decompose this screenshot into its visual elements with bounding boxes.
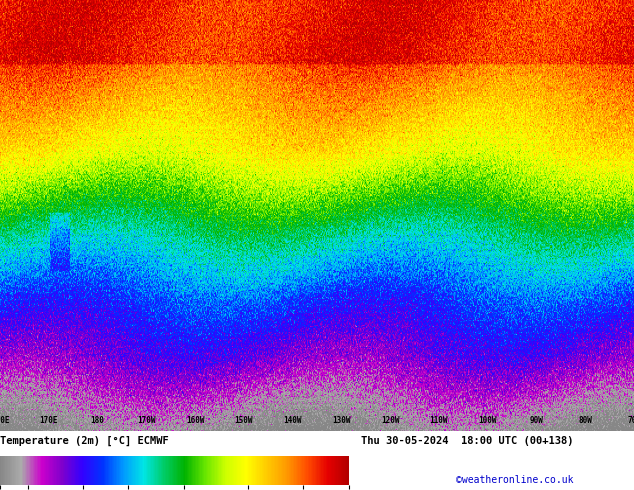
Text: 170W: 170W <box>137 416 155 425</box>
Text: 80W: 80W <box>578 416 592 425</box>
Text: Thu 30-05-2024  18:00 UTC (00+138): Thu 30-05-2024 18:00 UTC (00+138) <box>361 436 574 446</box>
Text: ©weatheronline.co.uk: ©weatheronline.co.uk <box>456 475 574 485</box>
Text: 90W: 90W <box>529 416 543 425</box>
Text: 70W: 70W <box>627 416 634 425</box>
Text: 140W: 140W <box>283 416 302 425</box>
Text: 160W: 160W <box>186 416 204 425</box>
Text: 100W: 100W <box>479 416 497 425</box>
Text: 160E: 160E <box>0 416 10 425</box>
Text: 120W: 120W <box>381 416 399 425</box>
Text: 110W: 110W <box>430 416 448 425</box>
Text: Temperature (2m) [°C] ECMWF: Temperature (2m) [°C] ECMWF <box>0 436 169 446</box>
Text: 150W: 150W <box>235 416 253 425</box>
Text: 130W: 130W <box>332 416 351 425</box>
Text: 170E: 170E <box>39 416 58 425</box>
Text: 180: 180 <box>91 416 105 425</box>
